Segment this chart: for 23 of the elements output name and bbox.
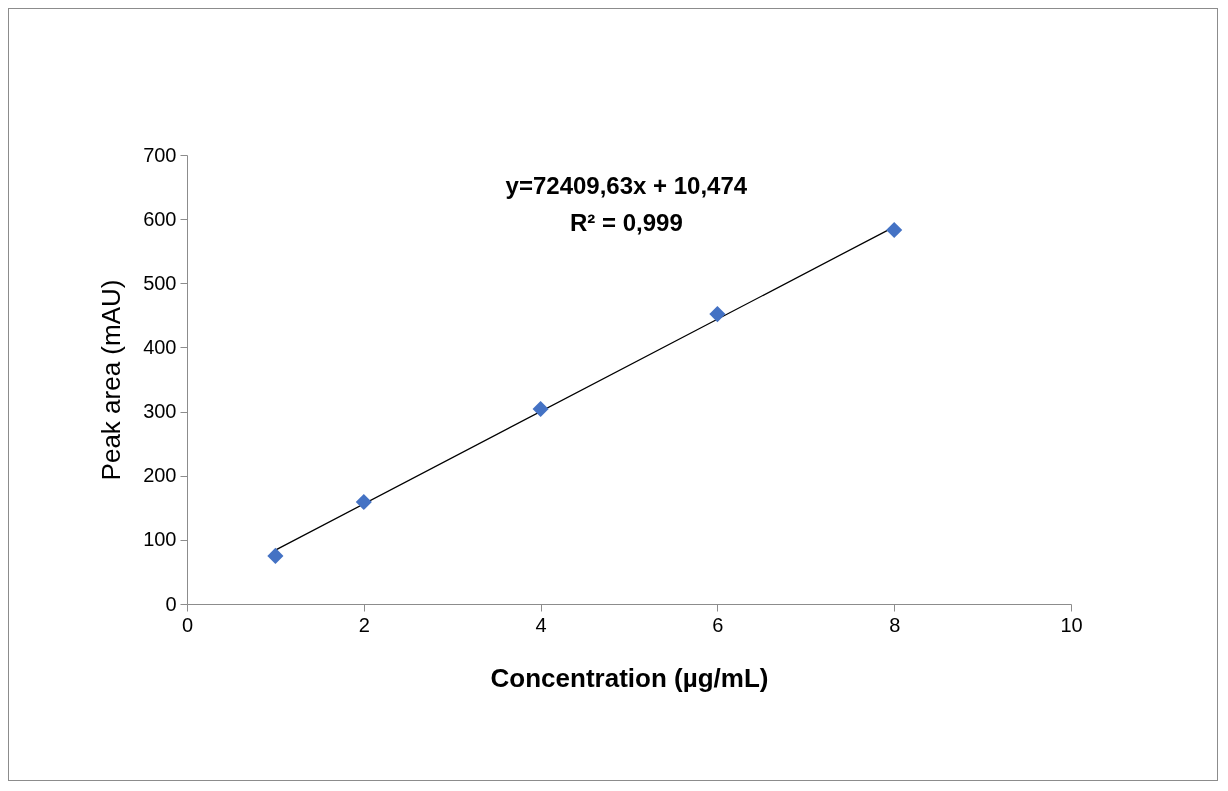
y-axis-title: Peak area (mAU): [96, 279, 127, 481]
x-tick-label: 10: [1060, 613, 1083, 636]
annotation: y=72409,63x + 10,474: [505, 172, 748, 199]
x-axis-title: Concentration (µg/mL): [490, 662, 769, 693]
point: [355, 493, 372, 511]
x-tick-label: 6: [712, 613, 724, 636]
y-tick-label: 200: [143, 464, 177, 487]
point: [709, 306, 726, 323]
x-tick-label: 4: [535, 613, 547, 636]
y-tick-label: 400: [143, 335, 177, 358]
y-tick-label: 0: [165, 592, 177, 615]
y-tick-label: 600: [143, 207, 177, 230]
point: [886, 221, 903, 239]
point: [532, 400, 549, 418]
point: [267, 547, 284, 564]
x-tick-label: 0: [181, 613, 194, 636]
y-tick-label: 300: [143, 400, 177, 423]
x-tick-label: 8: [889, 613, 901, 636]
y-tick-label: 500: [143, 271, 177, 294]
x-tick-label: 2: [358, 613, 370, 636]
y-tick-label: 700: [143, 143, 177, 166]
y-tick-label: 100: [143, 528, 177, 551]
annotation: R² = 0,999: [569, 209, 683, 236]
